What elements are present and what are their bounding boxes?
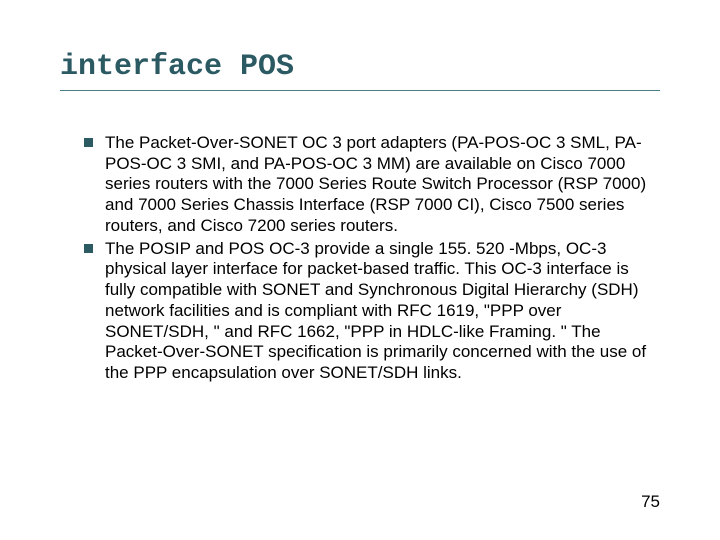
slide-title: interface POS (60, 50, 660, 84)
bullet-text: The POSIP and POS OC-3 provide a single … (105, 239, 660, 384)
slide: interface POS The Packet-Over-SONET OC 3… (0, 0, 720, 540)
list-item: The POSIP and POS OC-3 provide a single … (84, 239, 660, 384)
title-underline (60, 90, 660, 91)
square-bullet-icon (84, 244, 93, 253)
bullet-list: The Packet-Over-SONET OC 3 port adapters… (60, 133, 660, 384)
bullet-text: The Packet-Over-SONET OC 3 port adapters… (105, 133, 660, 237)
page-number: 75 (641, 492, 660, 512)
square-bullet-icon (84, 138, 93, 147)
list-item: The Packet-Over-SONET OC 3 port adapters… (84, 133, 660, 237)
